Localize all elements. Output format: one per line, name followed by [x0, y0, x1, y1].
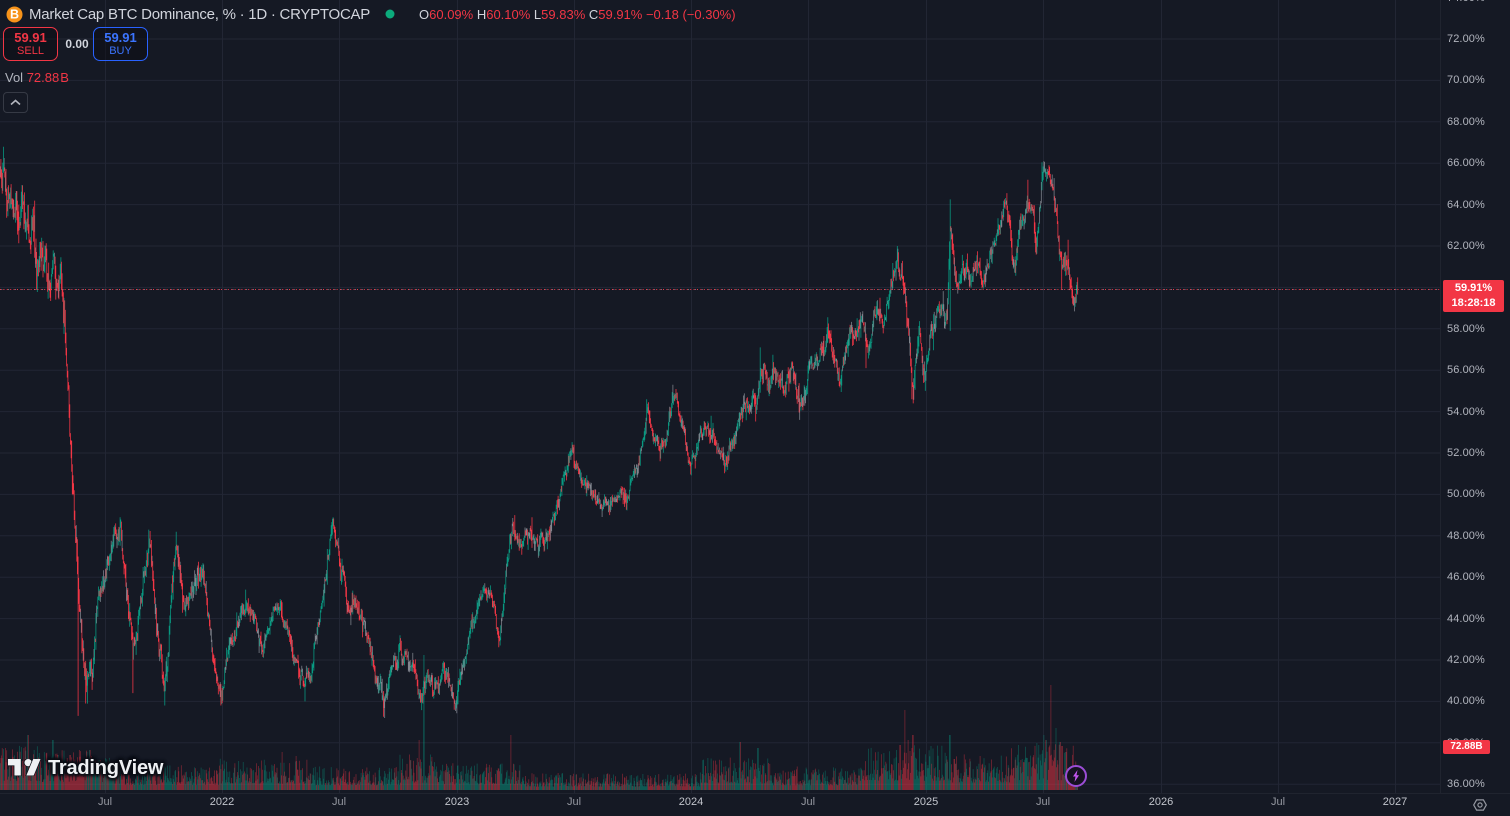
svg-text:B: B — [10, 7, 19, 21]
